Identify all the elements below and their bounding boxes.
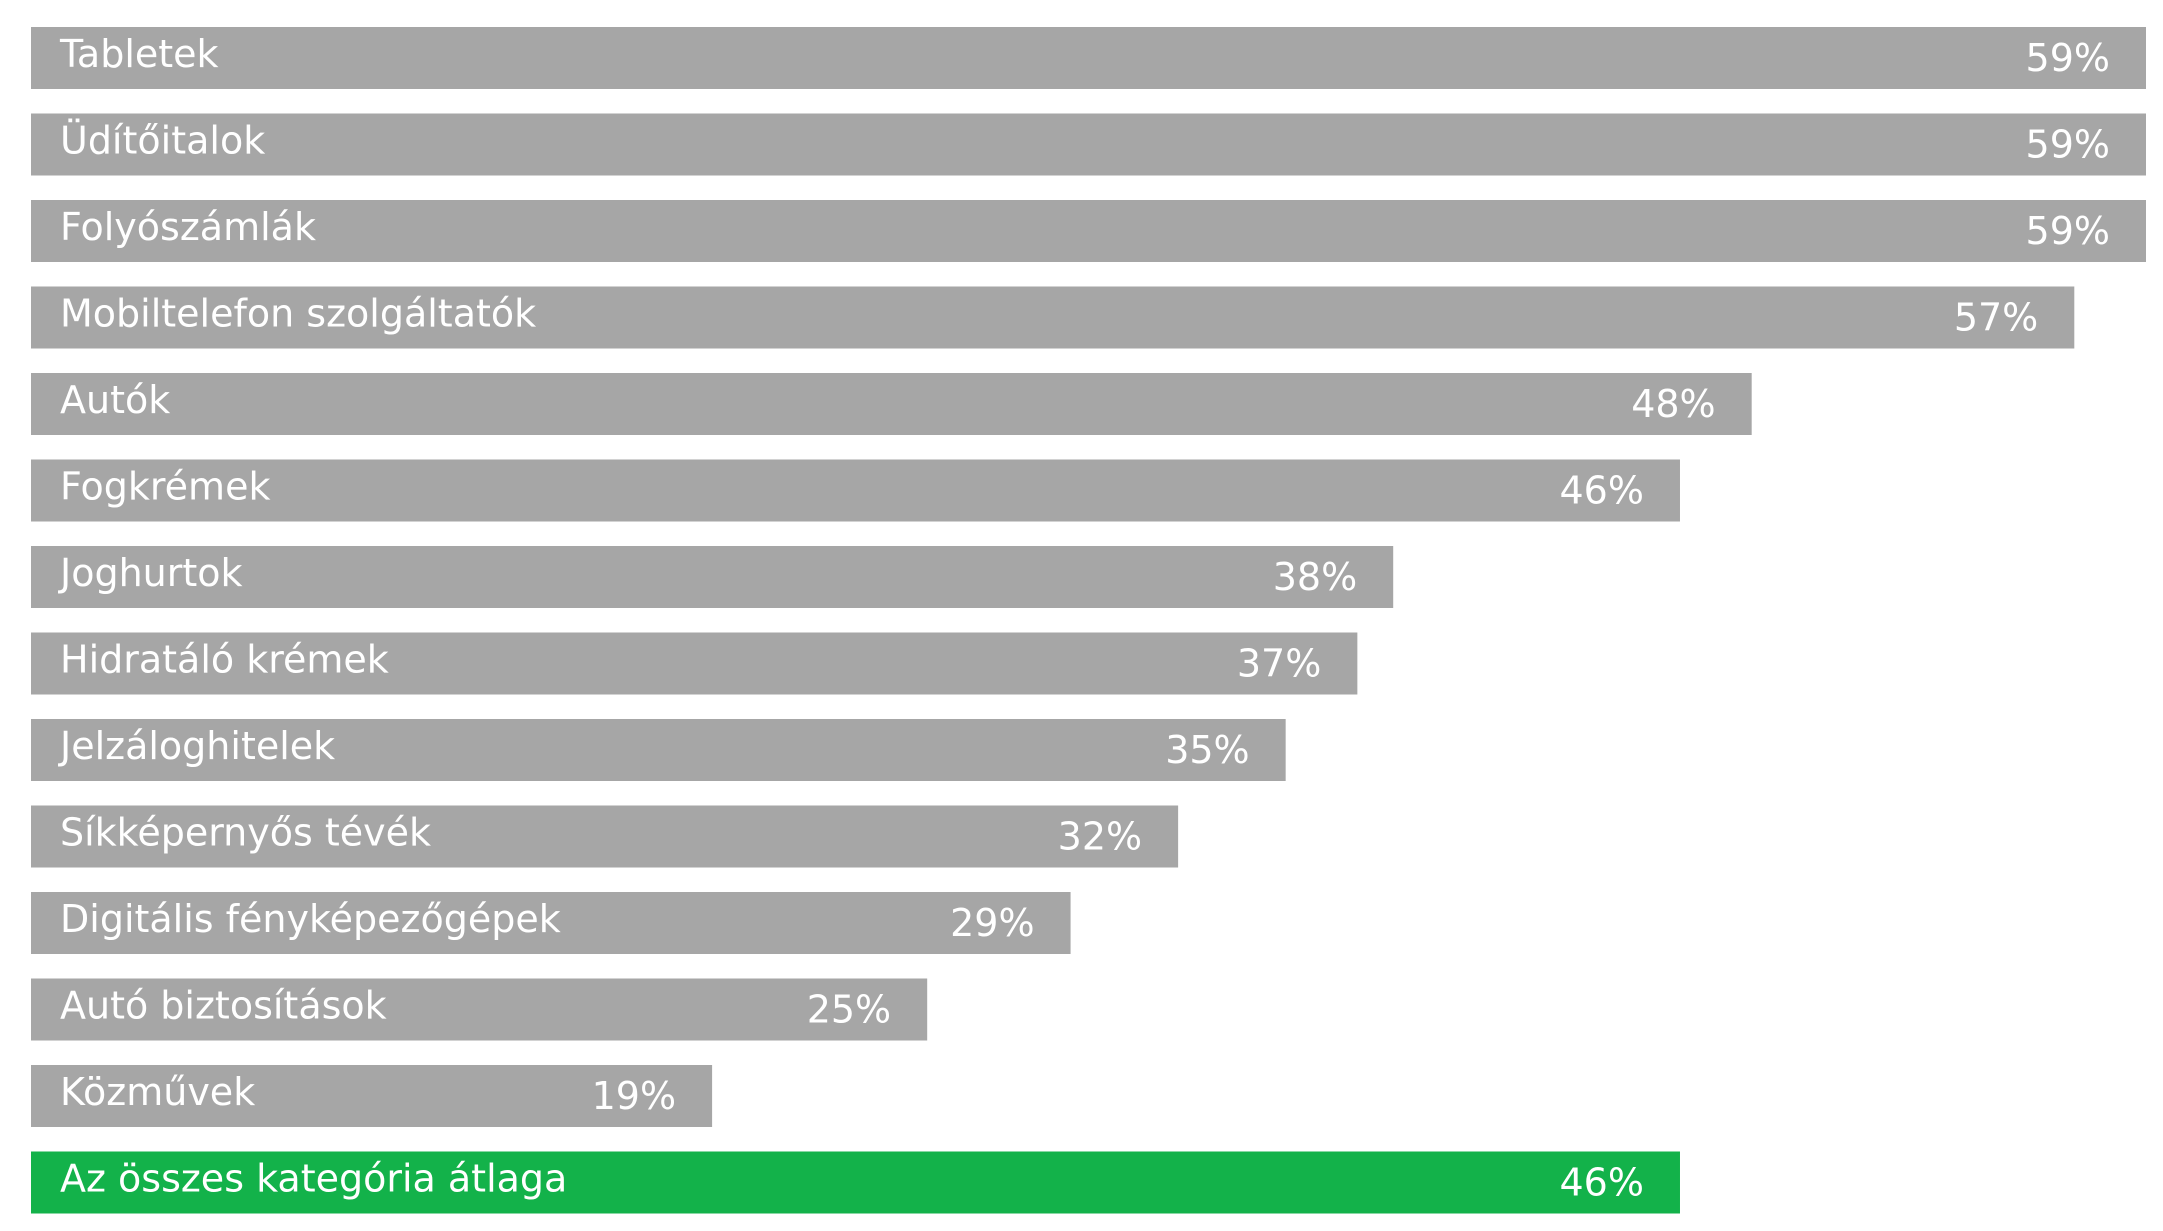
bar-group: Folyószámlák 59% bbox=[31, 200, 2146, 262]
bar bbox=[31, 892, 1071, 954]
bar bbox=[31, 546, 1394, 608]
value-label: 35% bbox=[1165, 728, 1249, 772]
average-bar bbox=[31, 1151, 1680, 1214]
bar bbox=[31, 113, 2146, 176]
bar bbox=[31, 27, 2146, 89]
bar-group: Tabletek 59% bbox=[31, 27, 2146, 89]
bar bbox=[31, 459, 1680, 522]
category-label: Folyószámlák bbox=[60, 205, 316, 249]
category-label: Joghurtok bbox=[58, 551, 243, 595]
category-label: Síkképernyős tévék bbox=[60, 811, 431, 855]
bar-group: Autó biztosítások 25% bbox=[31, 978, 928, 1041]
value-label: 25% bbox=[807, 988, 891, 1032]
bar bbox=[31, 286, 2075, 349]
bar-group: Hidratáló krémek 37% bbox=[31, 632, 1358, 695]
value-label: 46% bbox=[1560, 1161, 1644, 1205]
category-label: Fogkrémek bbox=[60, 465, 270, 509]
value-label: 59% bbox=[2026, 123, 2110, 167]
bar-group: Síkképernyős tévék 32% bbox=[31, 805, 1179, 868]
category-label: Autók bbox=[60, 378, 170, 422]
value-label: 37% bbox=[1237, 642, 1321, 686]
value-label: 29% bbox=[950, 901, 1034, 945]
value-label: 48% bbox=[1631, 382, 1715, 426]
bar-group: Az összes kategória átlaga 46% bbox=[31, 1151, 1680, 1214]
category-label: Tabletek bbox=[59, 32, 219, 76]
category-label: Digitális fényképezőgépek bbox=[60, 897, 561, 941]
category-label: Közművek bbox=[60, 1070, 255, 1114]
category-label: Jelzáloghitelek bbox=[58, 724, 335, 768]
category-label: Az összes kategória átlaga bbox=[60, 1157, 567, 1201]
bar-group: Digitális fényképezőgépek 29% bbox=[31, 892, 1071, 954]
bar bbox=[31, 200, 2146, 262]
category-label: Üdítőitalok bbox=[60, 119, 265, 163]
bar-group: Autók 48% bbox=[31, 373, 1752, 435]
bar bbox=[31, 373, 1752, 435]
category-label: Mobiltelefon szolgáltatók bbox=[60, 292, 536, 336]
category-label: Hidratáló krémek bbox=[60, 638, 389, 682]
bar bbox=[31, 805, 1179, 868]
category-label: Autó biztosítások bbox=[60, 984, 387, 1028]
bar-group: Közművek 19% bbox=[31, 1065, 713, 1127]
bar bbox=[31, 1065, 713, 1127]
value-label: 38% bbox=[1273, 555, 1357, 599]
bar-group: Üdítőitalok 59% bbox=[31, 113, 2146, 176]
bar bbox=[31, 632, 1358, 695]
value-label: 59% bbox=[2026, 36, 2110, 80]
bar bbox=[31, 719, 1286, 781]
value-label: 46% bbox=[1560, 469, 1644, 513]
value-label: 59% bbox=[2026, 209, 2110, 253]
value-label: 19% bbox=[592, 1074, 676, 1118]
bar-group: Fogkrémek 46% bbox=[31, 459, 1680, 522]
value-label: 57% bbox=[1954, 296, 2038, 340]
bar-group: Joghurtok 38% bbox=[31, 546, 1394, 608]
bar bbox=[31, 978, 928, 1041]
value-label: 32% bbox=[1058, 815, 1142, 859]
bar-group: Jelzáloghitelek 35% bbox=[31, 719, 1286, 781]
bar-group: Mobiltelefon szolgáltatók 57% bbox=[31, 286, 2075, 349]
